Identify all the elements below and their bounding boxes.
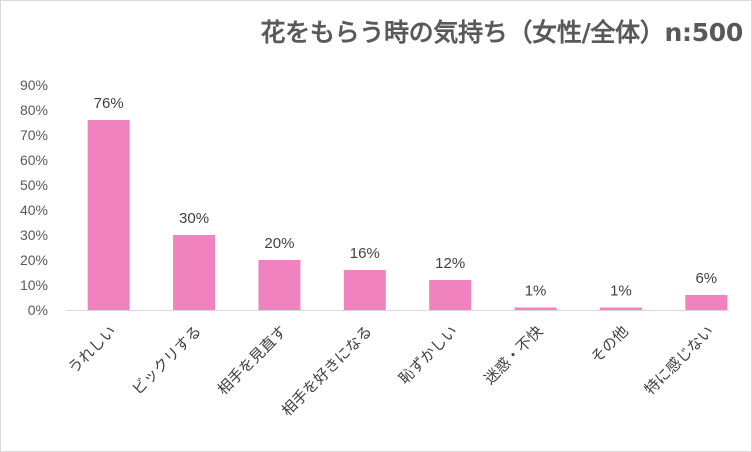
bar [429,280,472,310]
y-tick-label: 40% [20,202,48,218]
y-tick-label: 60% [20,152,48,168]
data-label: 30% [179,210,209,227]
y-tick-label: 30% [20,227,48,243]
bar [514,307,557,310]
y-tick-label: 70% [20,127,48,143]
data-label: 1% [525,283,547,300]
x-tick-label: 相手を好きになる [278,322,376,420]
data-label: 1% [610,283,632,300]
y-tick-label: 0% [28,302,48,318]
y-tick-label: 50% [20,177,48,193]
data-label: 6% [695,270,717,287]
bar [87,120,130,310]
bar [173,235,216,310]
x-tick-label: 相手を見直す [214,322,290,398]
bar [685,295,728,310]
data-label: 20% [264,235,294,252]
x-tick-label: 特に感じない [641,322,717,398]
bar [599,307,642,310]
x-tick-label: その他 [587,322,632,367]
x-tick-label: ビックリする [129,322,205,398]
y-tick-label: 20% [20,252,48,268]
y-tick-label: 90% [20,77,48,93]
y-tick-label: 80% [20,102,48,118]
x-tick-label: うれしい [64,322,119,377]
x-tick-label: 恥ずかしい [395,322,461,388]
chart-title: 花をもらう時の気持ち（女性/全体）n:500 [260,18,743,47]
data-label: 12% [435,255,465,272]
data-label: 76% [94,95,124,112]
bar [258,260,301,310]
data-label: 16% [350,245,380,262]
y-tick-label: 10% [20,277,48,293]
bar [343,270,386,310]
x-tick-label: 迷惑・不快 [481,322,547,388]
